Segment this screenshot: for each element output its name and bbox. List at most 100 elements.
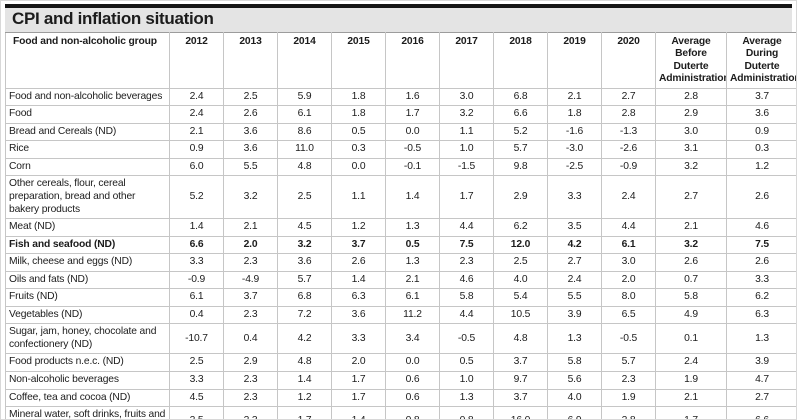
value-cell: 4.0 (547, 388, 602, 408)
value-cell: 0.4 (223, 323, 278, 355)
table-row: Corn 6.0 5.5 4.8 0.0 -0.1 -1.5 9.8 -2.5 -0.9 3.2 1.… (5, 157, 796, 177)
value-cell: 3.7 (726, 87, 796, 107)
value-cell: 7.5 (726, 235, 796, 255)
value-cell: 2.3 (223, 388, 278, 408)
value-cell: 6.2 (493, 218, 548, 237)
value-cell: 4.5 (277, 218, 332, 237)
value-cell: 2.7 (726, 388, 796, 408)
value-cell: 0.0 (385, 353, 440, 373)
value-cell: 1.9 (655, 371, 727, 390)
value-cell: 0.5 (439, 353, 494, 373)
value-cell: 3.6 (223, 122, 278, 142)
value-cell: 4.6 (726, 218, 796, 237)
value-cell: 2.8 (655, 87, 727, 107)
value-cell: 1.8 (331, 105, 386, 124)
page-title: CPI and inflation situation (5, 8, 792, 32)
value-cell: 6.6 (169, 235, 224, 255)
row-label: Fruits (ND) (5, 288, 170, 307)
table-row: Food products n.e.c. (ND) 2.5 2.9 4.8 2.0 0.0… (5, 353, 796, 373)
value-cell: 2.3 (439, 253, 494, 272)
value-cell: 6.6 (493, 105, 548, 124)
table-row: Bread and Cereals (ND) 2.1 3.6 8.6 0.5 0.0 1.1… (5, 122, 796, 142)
value-cell: 5.5 (223, 157, 278, 177)
value-cell: 4.6 (439, 270, 494, 290)
row-label: Fish and seafood (ND) (5, 235, 170, 255)
value-cell: 2.4 (547, 270, 602, 290)
value-cell: 1.8 (331, 87, 386, 107)
value-cell: 4.4 (439, 305, 494, 325)
value-cell: 3.0 (601, 253, 656, 272)
value-cell: 3.2 (277, 235, 332, 255)
value-cell: 2.4 (655, 353, 727, 373)
value-cell: 6.8 (493, 87, 548, 107)
table-row: Non-alcoholic beverages 3.3 2.3 1.4 1.7 0.6 1.… (5, 371, 796, 390)
value-cell: 5.8 (655, 288, 727, 307)
value-cell: 2.6 (726, 175, 796, 220)
value-cell: 1.0 (439, 140, 494, 159)
value-cell: 4.0 (493, 270, 548, 290)
value-cell: 11.2 (385, 305, 440, 325)
column-header-2014: 2014 (277, 31, 332, 89)
value-cell: 4.5 (169, 388, 224, 408)
value-cell: 2.1 (655, 218, 727, 237)
column-header-2012: 2012 (169, 31, 224, 89)
value-cell: 4.8 (277, 157, 332, 177)
value-cell: 2.8 (601, 406, 656, 419)
value-cell: 6.6 (726, 406, 796, 419)
value-cell: -10.7 (169, 323, 224, 355)
table-row: Vegetables (ND) 0.4 2.3 7.2 3.6 11.2 4.4 10.5 3.… (5, 305, 796, 325)
value-cell: 1.7 (439, 175, 494, 220)
value-cell: 2.4 (601, 175, 656, 220)
value-cell: 1.7 (331, 371, 386, 390)
row-label: Food and non-alcoholic beverages (5, 87, 170, 107)
value-cell: 1.1 (331, 175, 386, 220)
value-cell: -0.1 (385, 157, 440, 177)
value-cell: 4.2 (277, 323, 332, 355)
value-cell: 10.5 (493, 305, 548, 325)
value-cell: 5.2 (169, 175, 224, 220)
value-cell: 4.2 (547, 235, 602, 255)
value-cell: -1.5 (439, 157, 494, 177)
value-cell: 3.4 (385, 323, 440, 355)
value-cell: 4.4 (601, 218, 656, 237)
value-cell: 3.1 (655, 140, 727, 159)
value-cell: 1.3 (439, 388, 494, 408)
value-cell: 5.8 (547, 353, 602, 373)
value-cell: 6.1 (385, 288, 440, 307)
value-cell: 8.0 (601, 288, 656, 307)
column-header-2020: 2020 (601, 31, 656, 89)
row-label: Vegetables (ND) (5, 305, 170, 325)
value-cell: 1.4 (277, 371, 332, 390)
top-rule (5, 4, 792, 8)
value-cell: 3.3 (169, 371, 224, 390)
value-cell: 2.6 (331, 253, 386, 272)
value-cell: 2.0 (331, 353, 386, 373)
value-cell: 7.5 (439, 235, 494, 255)
value-cell: 0.1 (655, 323, 727, 355)
value-cell: 4.9 (655, 305, 727, 325)
value-cell: 6.8 (277, 288, 332, 307)
value-cell: 0.6 (385, 371, 440, 390)
value-cell: 5.7 (277, 270, 332, 290)
row-label: Oils and fats (ND) (5, 270, 170, 290)
value-cell: -0.9 (169, 270, 224, 290)
value-cell: 5.6 (547, 371, 602, 390)
value-cell: 2.3 (223, 406, 278, 419)
value-cell: 2.1 (547, 87, 602, 107)
value-cell: 0.8 (439, 406, 494, 419)
value-cell: 2.9 (493, 175, 548, 220)
row-label: Food (5, 105, 170, 124)
value-cell: 1.3 (726, 323, 796, 355)
value-cell: 1.0 (439, 371, 494, 390)
value-cell: 1.8 (547, 105, 602, 124)
value-cell: 2.6 (223, 105, 278, 124)
value-cell: 3.5 (547, 218, 602, 237)
value-cell: 3.7 (493, 388, 548, 408)
value-cell: 0.3 (726, 140, 796, 159)
value-cell: 3.6 (331, 305, 386, 325)
value-cell: -0.5 (385, 140, 440, 159)
value-cell: 3.6 (277, 253, 332, 272)
table-row: Mineral water, soft drinks, fruits and v… (5, 406, 796, 419)
value-cell: 4.8 (493, 323, 548, 355)
